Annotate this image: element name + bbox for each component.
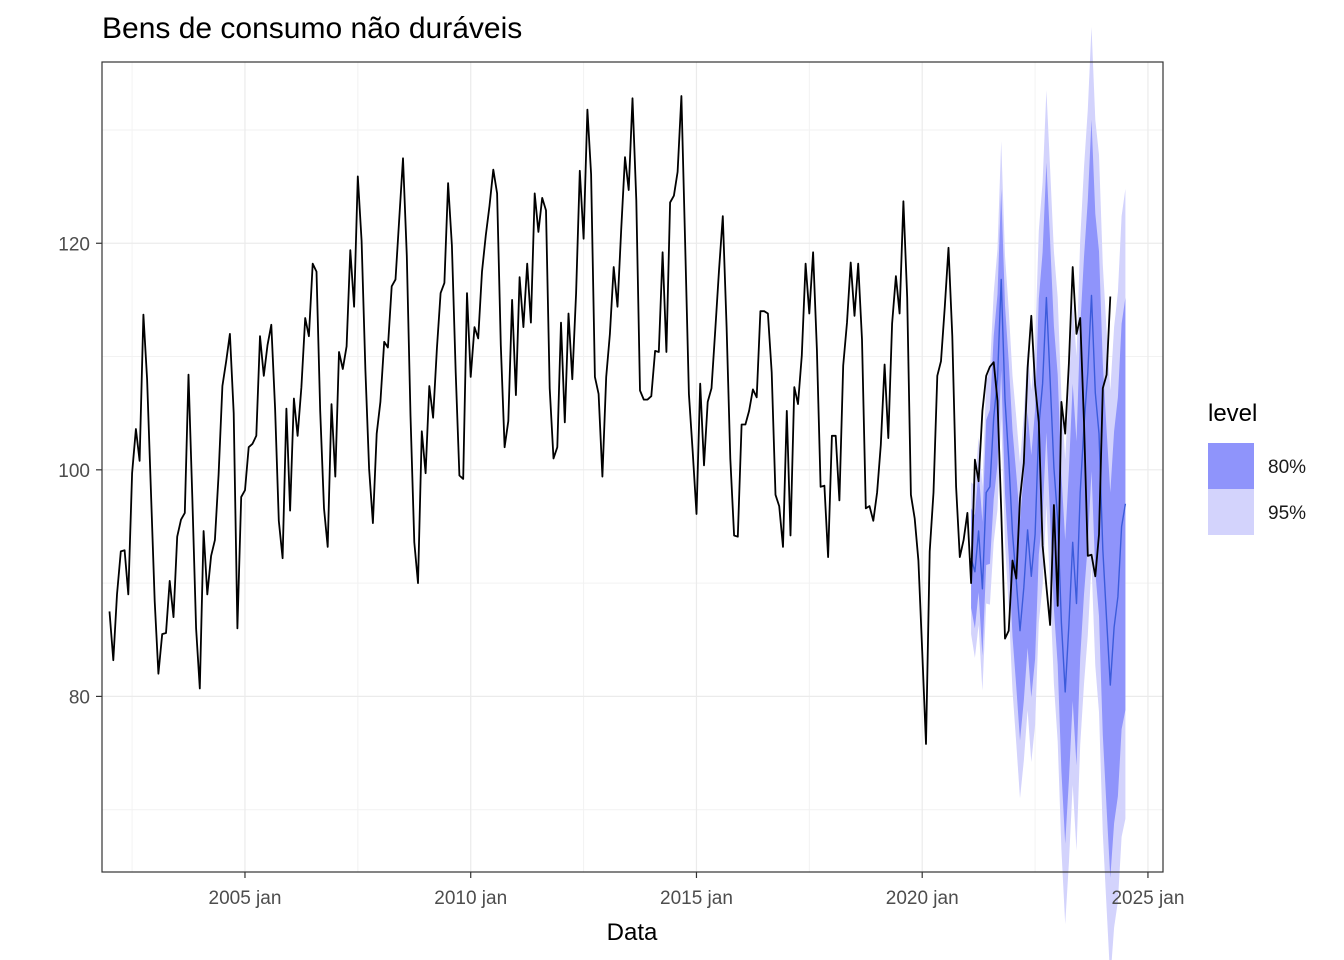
x-tick-label: 2020 jan (886, 888, 959, 909)
y-tick-label: 120 (58, 234, 90, 255)
y-tick-label: 80 (69, 687, 90, 708)
y-tick-label: 100 (58, 461, 90, 482)
x-tick-label: 2010 jan (434, 888, 507, 909)
axis-layer: 2005 jan 2010 jan 2015 jan 2020 jan 2025 jan… (58, 234, 1184, 909)
x-axis-title: Data (607, 919, 658, 946)
legend-key-80 (1208, 443, 1254, 489)
x-tick-label: 2025 jan (1111, 888, 1184, 909)
legend-title: level (1208, 400, 1258, 427)
x-tick-label: 2005 jan (209, 888, 282, 909)
panel-border (101, 61, 1164, 873)
x-tick-label: 2015 jan (660, 888, 733, 909)
chart-title: Bens de consumo não duráveis (102, 12, 523, 45)
legend-label-95: 95% (1268, 503, 1307, 524)
band-80-layer (971, 119, 1126, 878)
legend-label-80: 80% (1268, 457, 1307, 478)
legend-key-95 (1208, 489, 1254, 535)
line-layer (108, 95, 1127, 745)
grid-layer (102, 62, 1163, 872)
observed-line (108, 95, 1112, 745)
band-80 (971, 119, 1126, 878)
